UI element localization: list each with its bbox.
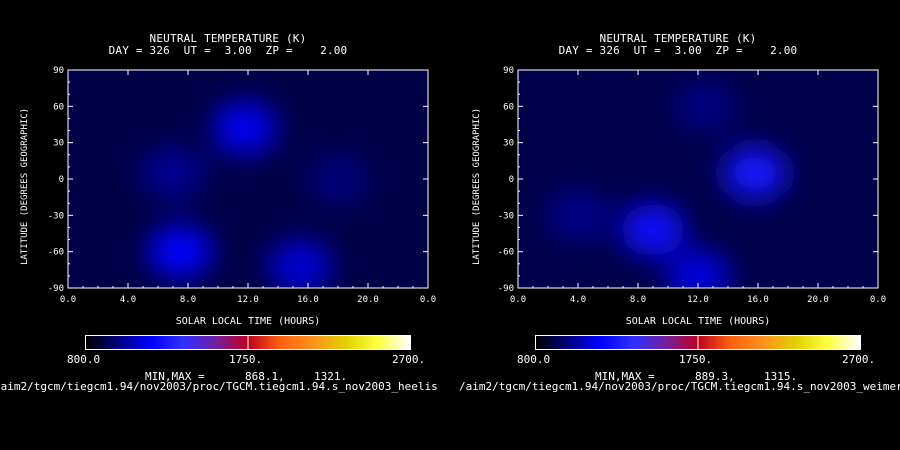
- x-tick-label: 20.0: [357, 295, 379, 305]
- x-tick-label: 4.0: [570, 295, 586, 305]
- y-tick-label: 60: [503, 102, 514, 112]
- minmax-label: MIN,MAX =: [595, 370, 655, 383]
- x-axis-label: SOLAR LOCAL TIME (HOURS): [175, 316, 321, 327]
- y-tick-label: -30: [498, 211, 514, 221]
- x-tick-label: 8.0: [180, 295, 196, 305]
- x-tick-label: 16.0: [747, 295, 769, 305]
- x-tick-label: 0.0: [60, 295, 76, 305]
- heatmap-hotspot: [621, 203, 685, 256]
- heatmap-hotspot: [723, 146, 787, 199]
- x-tick-label: 4.0: [120, 295, 136, 305]
- heatmap-hotspot: [268, 240, 333, 288]
- y-tick-label: -90: [48, 284, 64, 294]
- file-path-left: /aim2/tgcm/tiegcm1.94/nov2003/proc/TGCM.…: [0, 380, 438, 393]
- heatmap-hotspot: [148, 225, 213, 278]
- right-panel: NEUTRAL TEMPERATURE (K) DAY = 326 UT = 3…: [450, 0, 900, 450]
- heatmap-hotspot: [306, 153, 370, 205]
- colorbar: [85, 335, 411, 350]
- x-tick-label: 16.0: [297, 295, 319, 305]
- colorbar-min-label: 800.0: [67, 353, 101, 366]
- colorbar: [535, 335, 861, 350]
- chart-subtitle: DAY = 326 UT = 3.00 ZP = 2.00: [108, 44, 348, 57]
- left-panel: NEUTRAL TEMPERATURE (K) DAY = 326 UT = 3…: [20, 32, 436, 383]
- heatmap-hotspot: [666, 249, 730, 288]
- minmax-label: MIN,MAX =: [145, 370, 205, 383]
- colorbar-min-label: 800.0: [517, 353, 551, 366]
- y-tick-label: 90: [503, 66, 514, 76]
- x-tick-label: 0.0: [510, 295, 526, 305]
- x-tick-label: 20.0: [807, 295, 829, 305]
- y-tick-label: 30: [53, 139, 64, 149]
- y-tick-label: -60: [498, 248, 514, 258]
- y-tick-label: -60: [48, 248, 64, 258]
- colorbar-max-label: 2700.: [842, 353, 876, 366]
- colorbar-mid-label: 1750.: [229, 353, 263, 366]
- file-path-right: /aim2/tgcm/tiegcm1.94/nov2003/proc/TGCM.…: [459, 380, 900, 393]
- chart-title: NEUTRAL TEMPERATURE (K): [599, 32, 757, 45]
- min-value: 868.1,: [245, 370, 285, 383]
- heatmap-hotspot: [213, 102, 277, 155]
- y-tick-label: 30: [503, 139, 514, 149]
- x-tick-label: 0.0: [420, 295, 436, 305]
- min-value: 889.3,: [695, 370, 735, 383]
- chart-title: NEUTRAL TEMPERATURE (K): [149, 32, 307, 45]
- colorbar-mid-label: 1750.: [679, 353, 713, 366]
- chart-subtitle: DAY = 326 UT = 3.00 ZP = 2.00: [558, 44, 798, 57]
- max-value: 1315.: [764, 370, 798, 383]
- y-tick-label: -90: [498, 284, 514, 294]
- heatmap-hotspot: [546, 189, 610, 242]
- colorbar-max-label: 2700.: [392, 353, 426, 366]
- y-tick-label: 0: [509, 175, 514, 185]
- y-tick-label: 90: [53, 66, 64, 76]
- x-axis-label: SOLAR LOCAL TIME (HOURS): [625, 316, 771, 327]
- x-tick-label: 12.0: [237, 295, 259, 305]
- y-tick-label: 0: [59, 175, 64, 185]
- x-tick-label: 12.0: [687, 295, 709, 305]
- x-tick-label: 8.0: [630, 295, 646, 305]
- heatmap-hotspot: [673, 80, 738, 133]
- x-tick-label: 0.0: [870, 295, 886, 305]
- y-tick-label: -30: [48, 211, 64, 221]
- heatmap-hotspot: [141, 146, 205, 199]
- max-value: 1321.: [314, 370, 348, 383]
- y-tick-label: 60: [53, 102, 64, 112]
